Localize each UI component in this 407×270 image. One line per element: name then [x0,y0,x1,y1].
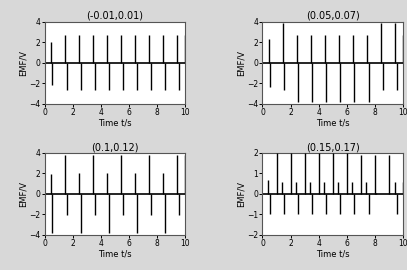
Y-axis label: EMF/V: EMF/V [236,50,246,76]
X-axis label: Time t/s: Time t/s [98,118,132,127]
Title: (0.15,0.17): (0.15,0.17) [306,142,359,152]
Title: (0.1,0.12): (0.1,0.12) [91,142,139,152]
Y-axis label: EMF/V: EMF/V [237,181,246,207]
X-axis label: Time t/s: Time t/s [316,249,350,258]
X-axis label: Time t/s: Time t/s [316,118,350,127]
Y-axis label: EMF/V: EMF/V [19,50,28,76]
Title: (-0.01,0.01): (-0.01,0.01) [87,11,144,21]
Title: (0.05,0.07): (0.05,0.07) [306,11,359,21]
Y-axis label: EMF/V: EMF/V [19,181,28,207]
X-axis label: Time t/s: Time t/s [98,249,132,258]
